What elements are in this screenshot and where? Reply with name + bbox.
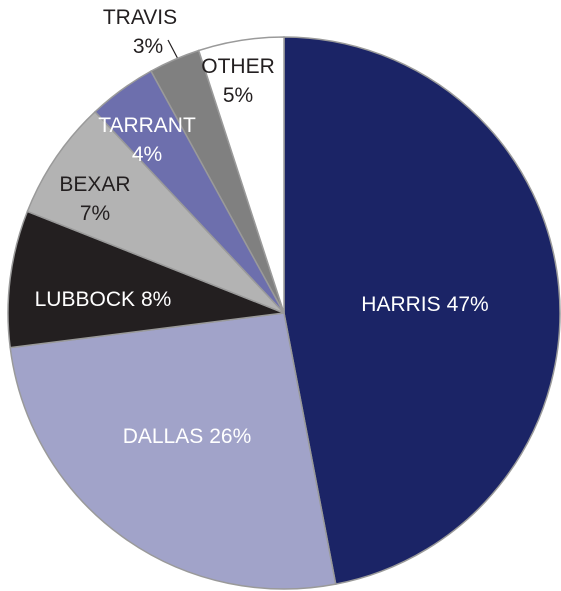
slice-label: TRAVIS 3% (103, 6, 177, 58)
pie-slice (283, 36, 561, 585)
slice-label: TARRANT 4% (98, 114, 196, 166)
slice-label: LUBBOCK 8% (35, 288, 172, 311)
slice-value: 8% (141, 288, 171, 311)
pie-slice (26, 110, 285, 314)
slice-value: 3% (133, 35, 163, 58)
slice-value: 47% (447, 293, 489, 316)
slice-label: BEXAR 7% (59, 173, 130, 225)
slice-value: 7% (80, 202, 110, 225)
slice-label: HARRIS 47% (361, 293, 488, 316)
pie-slice (197, 36, 285, 314)
pie-slice (9, 312, 337, 590)
slice-name: OTHER (201, 55, 275, 78)
slice-value: 5% (223, 84, 253, 107)
slice-name: TRAVIS (103, 6, 177, 29)
slice-name: DALLAS (123, 425, 204, 448)
pie-slice (7, 210, 285, 349)
slice-name: HARRIS (361, 293, 440, 316)
slice-label: OTHER 5% (201, 55, 275, 107)
slice-name: BEXAR (59, 173, 130, 196)
slice-value: 26% (209, 425, 251, 448)
slice-name: TARRANT (98, 114, 196, 137)
slice-name: LUBBOCK (35, 288, 135, 311)
slice-value: 4% (132, 143, 162, 166)
slice-label: DALLAS 26% (123, 425, 252, 448)
